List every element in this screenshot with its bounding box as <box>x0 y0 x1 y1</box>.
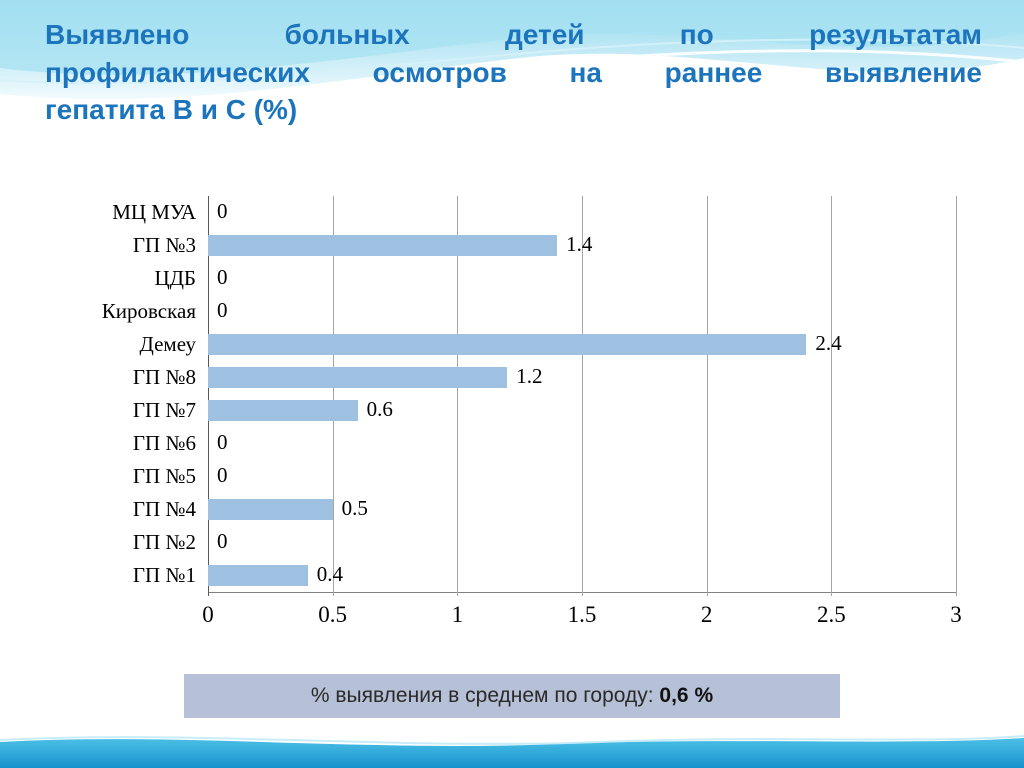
bottom-wave-decoration <box>0 735 1024 768</box>
bar-track: 0 <box>208 196 956 229</box>
chart-row: ЦДБ 0 <box>48 262 956 295</box>
bar-value-label: 1.2 <box>516 364 543 388</box>
bar-value-label: 0.4 <box>316 562 343 586</box>
x-axis-tick: 1 <box>451 602 464 627</box>
bar <box>208 367 508 388</box>
bar-value-label: 0 <box>217 430 228 454</box>
bar-value-label: 0.6 <box>366 397 393 421</box>
chart-row: ГП №8 1.2 <box>48 361 956 394</box>
x-axis-tick: 3 <box>950 602 962 627</box>
chart-row: ГП №2 0 <box>48 526 956 559</box>
bar <box>208 499 333 520</box>
gridline <box>332 196 334 596</box>
category-label: Кировская <box>101 299 196 323</box>
bar-value-label: 1.4 <box>566 232 593 256</box>
bar-track: 1.4 <box>208 229 956 262</box>
bar-track: 0 <box>208 427 956 460</box>
x-axis-tick: 2 <box>700 602 713 627</box>
x-axis-tick: 1.5 <box>567 602 597 627</box>
gridlines <box>208 196 957 596</box>
category-label: ГП №5 <box>132 464 196 488</box>
bar <box>208 400 358 421</box>
bar-track: 0.6 <box>208 394 956 427</box>
category-label: Демеу <box>139 332 197 356</box>
chart-row: ГП №5 0 <box>48 460 956 493</box>
chart-row: ГП №1 0.4 <box>48 559 956 592</box>
caption-text: % выявления в среднем по городу: <box>310 684 660 707</box>
gridline <box>706 196 708 596</box>
bar-track: 2.4 <box>208 328 956 361</box>
bar-value-label: 0 <box>217 298 228 322</box>
bar-value-label: 2.4 <box>815 331 842 355</box>
bar-value-label: 0 <box>217 529 228 553</box>
category-label: ГП №4 <box>132 497 196 521</box>
category-label: ГП №6 <box>132 431 196 455</box>
bar-value-label: 0 <box>217 265 228 289</box>
chart-row: Кировская 0 <box>48 295 956 328</box>
x-axis-tick: 0.5 <box>318 602 348 627</box>
caption-value: 0,6 % <box>659 684 714 707</box>
average-caption: % выявления в среднем по городу: 0,6 % <box>184 674 840 718</box>
category-label: ЦДБ <box>154 266 196 290</box>
category-label: ГП №8 <box>132 365 196 389</box>
bar-track: 1.2 <box>208 361 956 394</box>
x-axis-tick: 0 <box>202 602 214 627</box>
chart-row: ГП №6 0 <box>48 427 956 460</box>
slide-title: Выявлено больных детей по результатам пр… <box>45 16 982 129</box>
bar-track: 0.4 <box>208 559 956 592</box>
bar <box>208 235 558 256</box>
y-axis-line <box>208 196 209 596</box>
slide-title-line-2: профилактических осмотров на раннее выяв… <box>45 56 982 88</box>
category-label: ГП №3 <box>132 233 196 257</box>
chart-row: Демеу 2.4 <box>48 328 956 361</box>
bar-track: 0 <box>208 460 956 493</box>
chart-row: ГП №4 0.5 <box>48 493 956 526</box>
bar-track: 0 <box>208 262 956 295</box>
gridline <box>956 196 957 596</box>
bar-value-label: 0.5 <box>341 496 368 520</box>
x-axis-tick: 2.5 <box>816 602 846 627</box>
chart-row: МЦ МУА 0 <box>48 196 956 229</box>
x-axis: 0 0.5 1 1.5 2 2.5 3 <box>202 602 962 636</box>
top-wave-decoration <box>0 0 1024 105</box>
bar-track: 0 <box>208 526 956 559</box>
chart-row: ГП №3 1.4 <box>48 229 956 262</box>
gridline <box>582 196 583 596</box>
bar-track: 0.5 <box>208 493 956 526</box>
bar-track: 0 <box>208 295 956 328</box>
gridline <box>831 196 833 596</box>
category-label: ГП №1 <box>132 563 196 587</box>
slide-title-line-3: гепатита В и С (%) <box>45 94 298 126</box>
bar-value-label: 0 <box>217 199 228 223</box>
chart-rows: МЦ МУА 0 ГП №3 1.4 ЦДБ 0 Кировская 0 Демеу 2.4 ГП … <box>48 196 956 592</box>
category-label: ГП №7 <box>132 398 196 422</box>
category-label: ГП №2 <box>132 530 196 554</box>
bar <box>208 334 807 355</box>
slide-title-line-1: Выявлено больных детей по результатам <box>45 19 982 50</box>
chart-row: ГП №7 0.6 <box>48 394 956 427</box>
category-label: МЦ МУА <box>112 200 196 224</box>
gridline <box>457 196 459 596</box>
bar-value-label: 0 <box>217 463 228 487</box>
bar <box>208 565 308 586</box>
bar-chart: МЦ МУА 0 ГП №3 1.4 ЦДБ 0 Кировская 0 Демеу 2.4 ГП … <box>48 196 962 627</box>
